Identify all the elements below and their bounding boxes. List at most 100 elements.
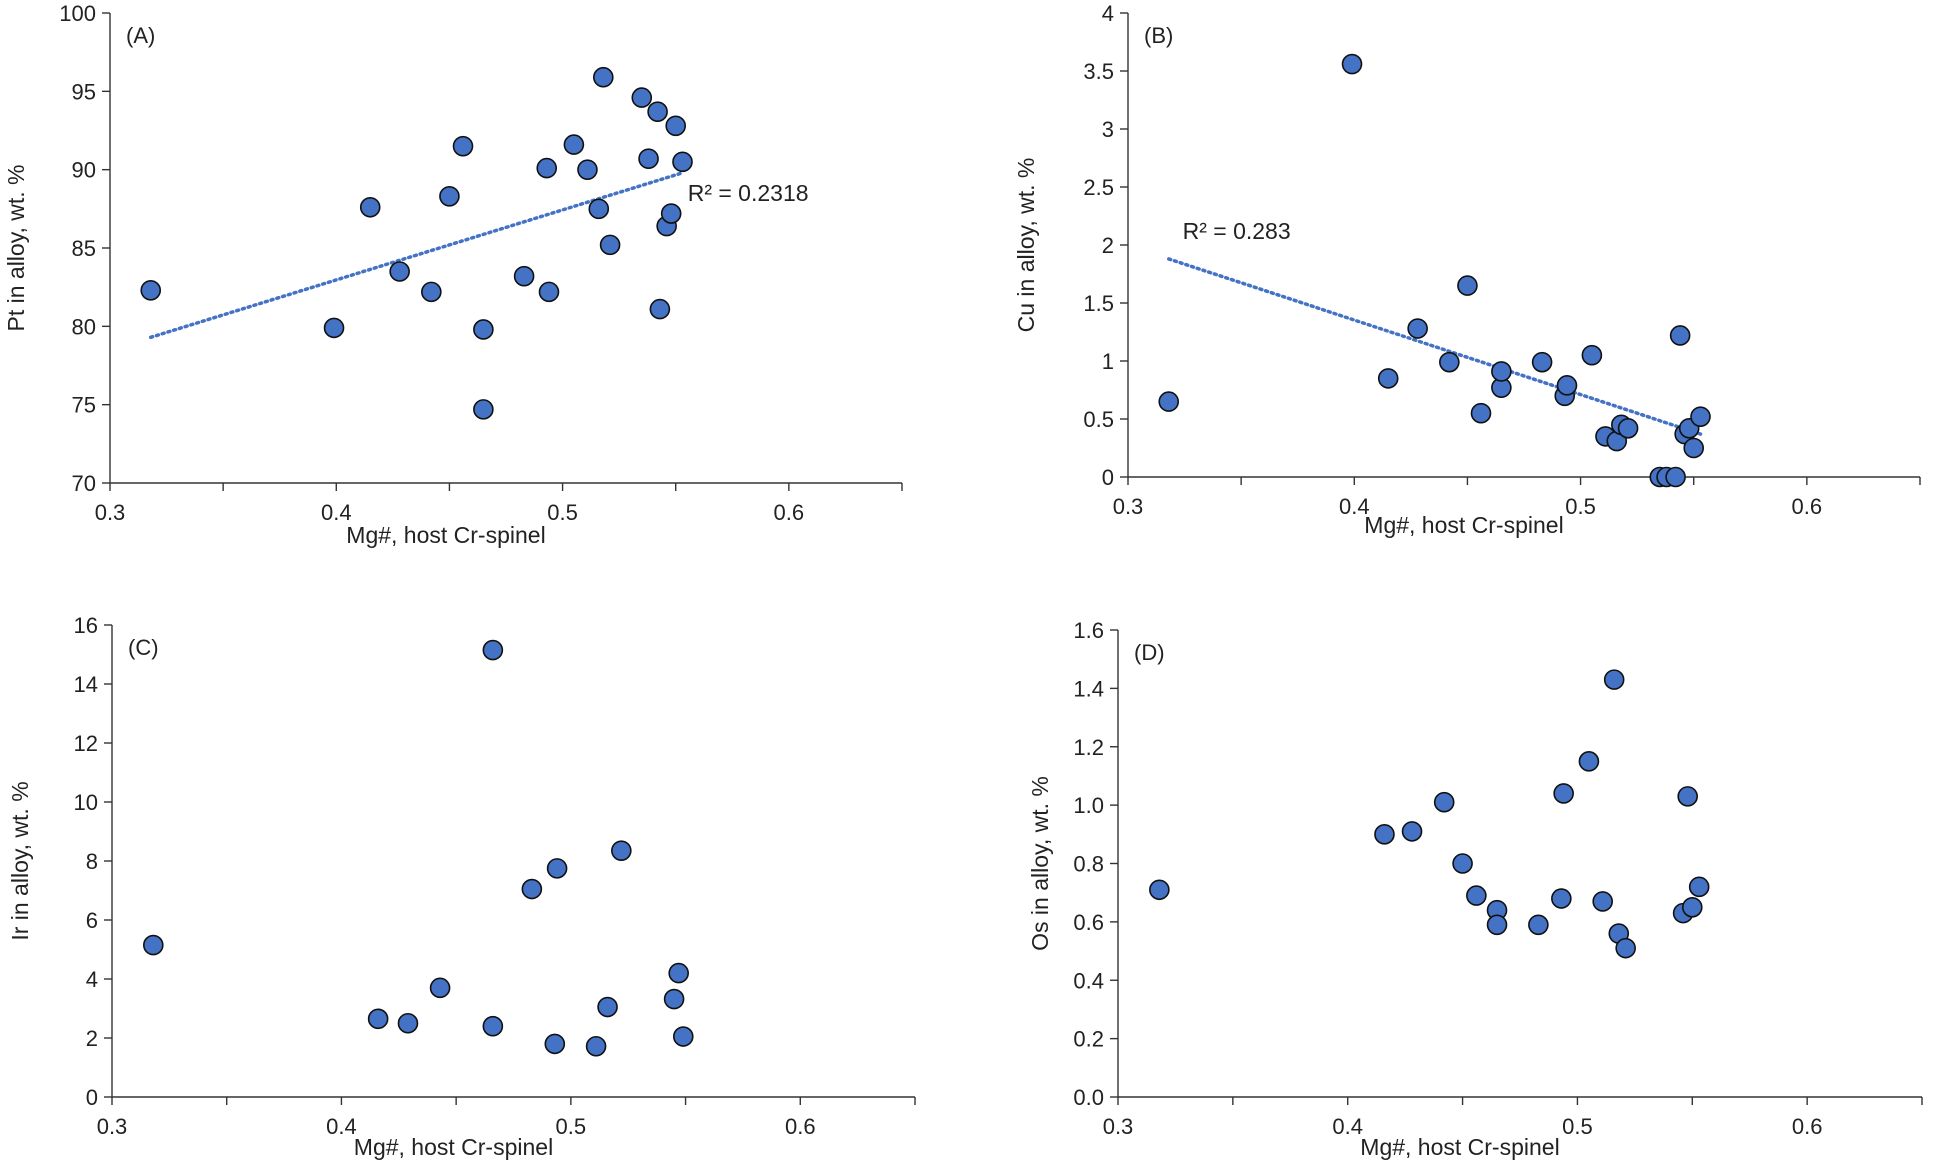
x-tick-label: 0.4 bbox=[1339, 494, 1370, 519]
data-point bbox=[1603, 669, 1625, 690]
data-point bbox=[611, 840, 632, 861]
y-tick-label: 1.2 bbox=[1073, 735, 1104, 760]
x-tick-label: 0.4 bbox=[326, 1114, 357, 1139]
data-point bbox=[389, 261, 410, 282]
y-axis-title-d: Os in alloy, wt. % bbox=[1027, 776, 1053, 951]
data-point bbox=[397, 1012, 419, 1034]
data-point bbox=[1452, 853, 1473, 874]
data-point bbox=[1578, 751, 1600, 772]
data-point bbox=[1377, 368, 1399, 389]
data-point bbox=[1690, 406, 1711, 427]
data-point bbox=[1556, 375, 1578, 396]
y-tick-label: 0.8 bbox=[1073, 852, 1104, 877]
data-point bbox=[1528, 914, 1549, 936]
y-tick-label: 3.5 bbox=[1083, 59, 1114, 84]
data-point bbox=[1551, 888, 1572, 909]
y-tick-label: 1.5 bbox=[1083, 291, 1114, 316]
data-point bbox=[482, 639, 504, 661]
x-tick-label: 0.5 bbox=[1565, 494, 1596, 519]
y-tick-label: 12 bbox=[74, 731, 98, 756]
x-tick-label: 0.5 bbox=[1562, 1114, 1593, 1139]
data-point bbox=[1592, 891, 1613, 912]
y-tick-label: 75 bbox=[72, 393, 96, 418]
data-point bbox=[1341, 53, 1363, 75]
data-point bbox=[1374, 824, 1395, 845]
data-point bbox=[544, 1033, 566, 1055]
data-point bbox=[1149, 879, 1170, 901]
data-point bbox=[1439, 351, 1460, 373]
y-axis-title-b: Cu in alloy, wt. % bbox=[1013, 158, 1039, 333]
data-point bbox=[538, 281, 560, 303]
data-point bbox=[429, 977, 451, 999]
data-point bbox=[1407, 318, 1428, 339]
y-tick-label: 85 bbox=[72, 236, 96, 261]
chart-panel-b: 0 0.5 1 1.5 2 2.5 3 3.5 4 0.3 0.4 0.5 0.6 Mg#, host C… bbox=[1013, 1, 1921, 538]
y-tick-label: 0.5 bbox=[1083, 407, 1114, 432]
panel-label-a: (A) bbox=[126, 23, 155, 48]
data-point bbox=[1688, 876, 1710, 898]
y-tick-label: 2 bbox=[86, 1026, 98, 1051]
data-point bbox=[563, 134, 585, 155]
chart-panel-d: 0.0 0.2 0.4 0.6 0.8 1.0 1.2 1.4 1.6 0.3 0.4 0.5 0.6 M… bbox=[1027, 618, 1923, 1160]
chart-panel-a: 70 75 80 85 90 95 100 0.3 0.4 0.5 0.6 Mg#, host Cr-… bbox=[3, 1, 903, 548]
x-tick-label: 0.6 bbox=[1792, 1114, 1823, 1139]
y-tick-label: 1.4 bbox=[1073, 676, 1104, 701]
data-point bbox=[660, 203, 682, 224]
x-tick-label: 0.3 bbox=[97, 1114, 128, 1139]
y-tick-label: 8 bbox=[86, 849, 98, 874]
data-point bbox=[1681, 896, 1703, 918]
data-point bbox=[1683, 437, 1705, 459]
data-point bbox=[142, 934, 164, 956]
data-point bbox=[668, 962, 689, 984]
data-point bbox=[1466, 885, 1487, 906]
y-tick-label: 0.6 bbox=[1073, 910, 1104, 935]
data-point bbox=[140, 279, 162, 301]
data-point bbox=[585, 1035, 607, 1057]
y-tick-label: 0 bbox=[1102, 465, 1114, 490]
data-point bbox=[649, 298, 671, 320]
y-tick-label: 90 bbox=[72, 158, 96, 183]
data-point bbox=[513, 265, 535, 287]
x-tick-label: 0.4 bbox=[1332, 1114, 1363, 1139]
y-tick-label: 4 bbox=[1102, 1, 1114, 26]
data-point bbox=[452, 135, 474, 157]
trendline-b bbox=[1166, 257, 1703, 436]
data-point bbox=[577, 159, 598, 180]
x-axis-title-c: Mg#, host Cr-spinel bbox=[354, 1134, 553, 1160]
r-squared-label-a: R² = 0.2318 bbox=[688, 180, 809, 206]
data-point bbox=[439, 186, 460, 207]
panel-label-c: (C) bbox=[128, 635, 159, 660]
data-point bbox=[663, 988, 685, 1010]
x-tick-label: 0.5 bbox=[556, 1114, 587, 1139]
data-point bbox=[1158, 391, 1180, 412]
data-point bbox=[1617, 417, 1639, 439]
y-tick-label: 80 bbox=[72, 314, 96, 339]
data-point bbox=[597, 996, 618, 1018]
data-point bbox=[1433, 791, 1455, 813]
data-point bbox=[1615, 937, 1636, 959]
data-point bbox=[638, 148, 659, 169]
data-point bbox=[482, 1015, 504, 1037]
data-point bbox=[521, 878, 543, 900]
data-point bbox=[599, 234, 621, 256]
y-tick-label: 1.6 bbox=[1073, 618, 1104, 643]
x-tick-label: 0.6 bbox=[1792, 494, 1823, 519]
data-point bbox=[1531, 351, 1553, 373]
data-point bbox=[536, 157, 558, 179]
x-tick-label: 0.3 bbox=[1103, 1114, 1134, 1139]
r-squared-label-b: R² = 0.283 bbox=[1183, 218, 1291, 244]
x-tick-label: 0.6 bbox=[785, 1114, 816, 1139]
data-point bbox=[672, 151, 693, 173]
data-point bbox=[1581, 344, 1603, 366]
y-tick-label: 1.0 bbox=[1073, 793, 1104, 818]
data-point bbox=[1677, 786, 1698, 807]
y-tick-label: 1 bbox=[1102, 349, 1114, 374]
y-tick-label: 10 bbox=[74, 790, 98, 815]
y-tick-label: 0 bbox=[86, 1085, 98, 1110]
trendline-a bbox=[148, 171, 685, 340]
x-tick-label: 0.3 bbox=[1113, 494, 1144, 519]
y-tick-label: 0.4 bbox=[1073, 968, 1104, 993]
data-point bbox=[1401, 821, 1423, 842]
x-axis-title-d: Mg#, host Cr-spinel bbox=[1360, 1134, 1559, 1160]
